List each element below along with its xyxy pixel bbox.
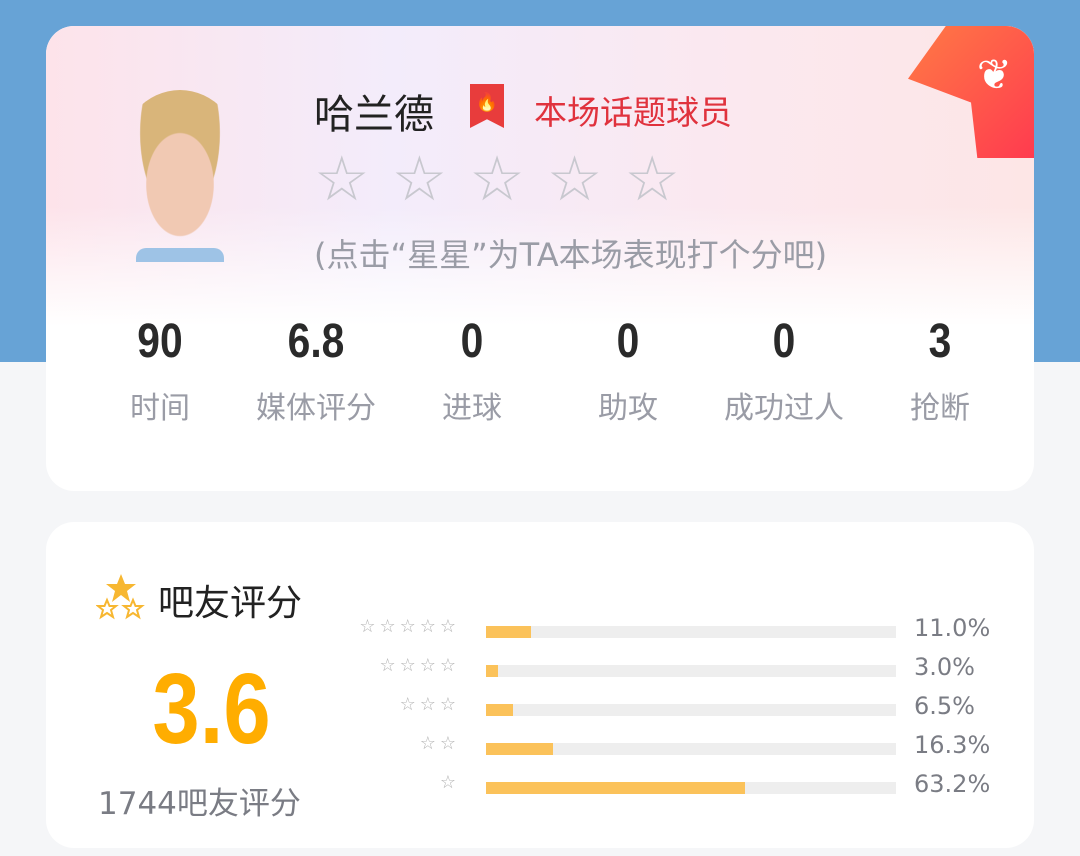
distribution-bar xyxy=(486,782,896,794)
star-count-icon: ☆ xyxy=(439,772,460,793)
distribution-percent: 3.0% xyxy=(914,653,975,681)
star-count-icon: ☆☆☆☆ xyxy=(379,655,460,676)
distribution-bar-fill xyxy=(486,704,513,716)
stat-label: 媒体评分 xyxy=(256,391,376,426)
distribution-bar xyxy=(486,743,896,755)
rating-stars[interactable]: ☆ ☆ ☆ ☆ ☆ xyxy=(314,148,680,210)
topic-player-label: 本场话题球员 xyxy=(534,93,732,132)
distribution-bar-fill xyxy=(486,626,532,638)
player-card: ❦ 哈兰德 🔥 本场话题球员 ☆ ☆ ☆ ☆ ☆ (点击“星星”为TA本场表现打… xyxy=(46,26,1034,491)
player-avatar xyxy=(118,90,242,262)
star-count-icon: ☆☆ xyxy=(419,733,460,754)
stat-value: 0 xyxy=(460,315,484,368)
stat-value: 90 xyxy=(137,315,183,368)
fan-rating-score: 3.6 xyxy=(152,653,271,765)
star-5-icon[interactable]: ☆ xyxy=(624,142,680,215)
stat-tackles: 3 抢断 xyxy=(862,314,1018,427)
stat-value: 0 xyxy=(772,315,796,368)
star-count-icon: ☆☆☆☆☆ xyxy=(359,616,460,637)
fan-rating-count: 1744吧友评分 xyxy=(98,786,301,822)
stars-icon xyxy=(96,574,145,620)
stat-value: 0 xyxy=(616,315,640,368)
fan-rating-title: 吧友评分 xyxy=(158,583,303,624)
rating-hint: (点击“星星”为TA本场表现打个分吧) xyxy=(314,236,828,274)
stat-assists: 0 助攻 xyxy=(550,314,706,427)
star-2-icon[interactable]: ☆ xyxy=(391,142,448,215)
stat-label: 时间 xyxy=(130,391,190,426)
player-name: 哈兰德 xyxy=(314,92,434,138)
star-3-icon[interactable]: ☆ xyxy=(469,142,525,215)
stat-dribbles: 0 成功过人 xyxy=(706,314,862,427)
rating-distribution-row: ☆ 63.2% xyxy=(336,770,996,806)
stats-row: 90 时间 6.8 媒体评分 0 进球 0 助攻 0 成功过人 3 抢断 xyxy=(82,314,1018,427)
distribution-bar-fill xyxy=(486,782,746,794)
fan-rating-card: 吧友评分 3.6 1744吧友评分 ☆☆☆☆☆ 11.0% ☆☆☆☆ 3.0% ☆☆… xyxy=(46,522,1034,848)
rating-distribution-row: ☆☆ 16.3% xyxy=(336,731,996,767)
stat-label: 进球 xyxy=(442,391,502,426)
distribution-bar xyxy=(486,626,896,638)
stat-label: 成功过人 xyxy=(724,391,844,426)
stat-time: 90 时间 xyxy=(82,314,238,427)
distribution-bar-fill xyxy=(486,743,553,755)
stat-goals: 0 进球 xyxy=(394,314,550,427)
star-4-icon[interactable]: ☆ xyxy=(546,142,603,215)
distribution-percent: 16.3% xyxy=(914,731,991,759)
distribution-bar xyxy=(486,665,896,677)
rating-distribution-row: ☆☆☆ 6.5% xyxy=(336,692,996,728)
stat-value: 6.8 xyxy=(287,315,345,368)
stat-media-rating: 6.8 媒体评分 xyxy=(238,314,394,427)
stat-value: 3 xyxy=(928,315,952,368)
rating-distribution-row: ☆☆☆☆ 3.0% xyxy=(336,653,996,689)
distribution-percent: 6.5% xyxy=(914,692,975,720)
distribution-percent: 63.2% xyxy=(914,770,991,798)
rating-distribution-row: ☆☆☆☆☆ 11.0% xyxy=(336,614,996,650)
distribution-bar-fill xyxy=(486,665,499,677)
star-1-icon[interactable]: ☆ xyxy=(314,142,370,215)
stat-label: 助攻 xyxy=(598,391,658,426)
star-count-icon: ☆☆☆ xyxy=(399,694,460,715)
distribution-bar xyxy=(486,704,896,716)
distribution-percent: 11.0% xyxy=(914,614,991,642)
stat-label: 抢断 xyxy=(910,391,970,426)
